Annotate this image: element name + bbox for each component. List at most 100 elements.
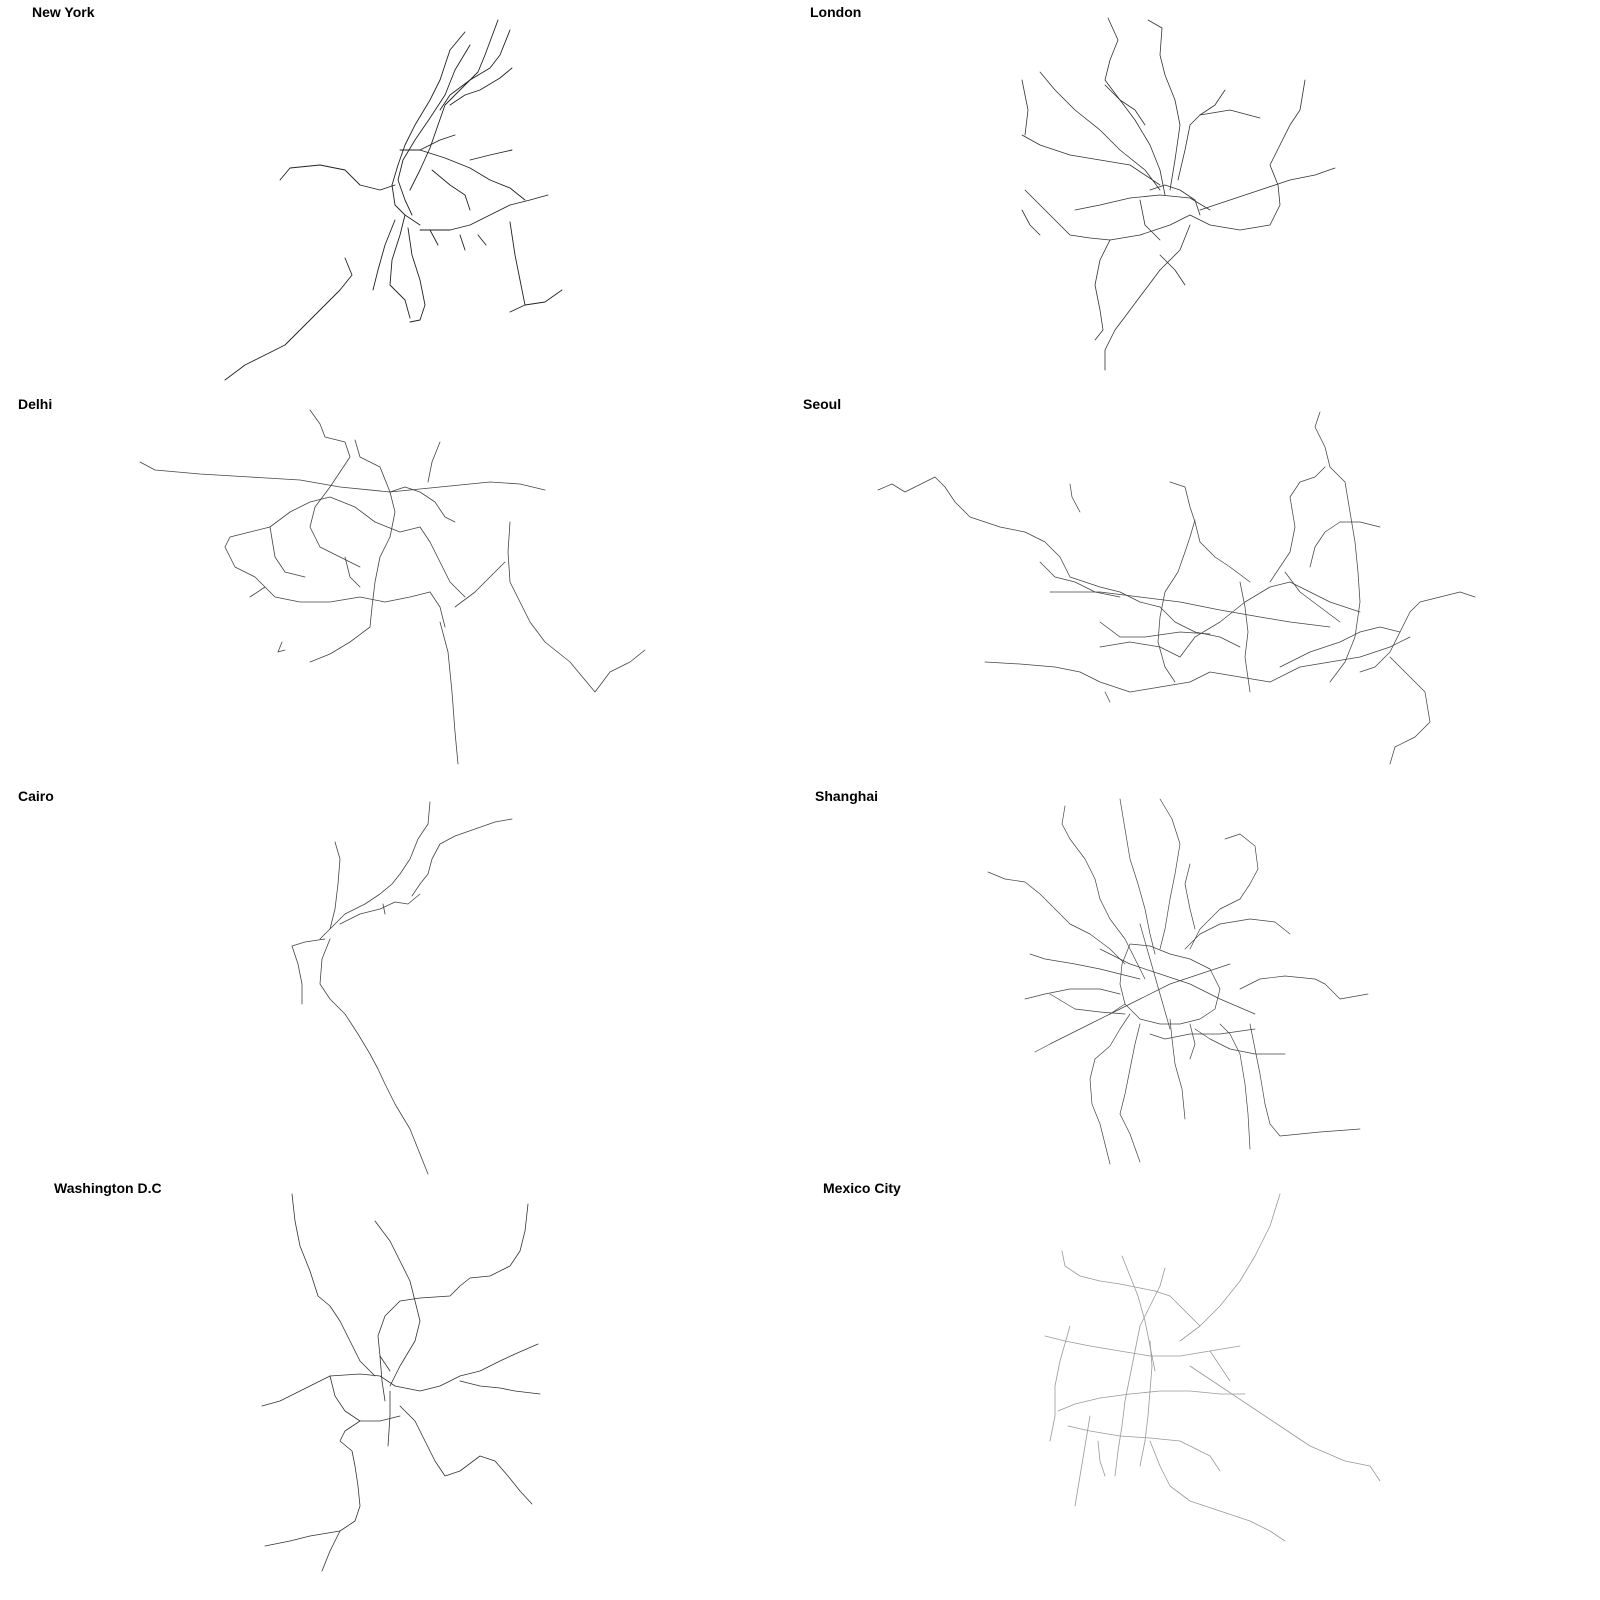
transit-line xyxy=(1169,481,1251,583)
transit-line xyxy=(397,44,471,216)
transit-line xyxy=(1057,1390,1246,1412)
transit-line xyxy=(1157,519,1196,683)
transit-line xyxy=(1067,1425,1221,1472)
transit-line xyxy=(1049,1325,1071,1442)
transit-line xyxy=(1024,189,1191,241)
transit-line xyxy=(1099,621,1211,638)
transit-line xyxy=(1034,1003,1126,1053)
transit-line xyxy=(1104,691,1111,703)
transit-line xyxy=(1094,239,1111,341)
transit-network-map xyxy=(877,411,1476,765)
transit-line xyxy=(1069,483,1081,513)
transit-line xyxy=(411,818,513,897)
transit-line xyxy=(1089,1013,1131,1165)
transit-line xyxy=(1099,948,1256,1015)
transit-line xyxy=(1189,833,1259,950)
transit-line xyxy=(372,219,396,291)
transit-line xyxy=(377,1203,529,1372)
transit-line xyxy=(1104,224,1191,371)
transit-line xyxy=(1184,863,1196,930)
transit-line xyxy=(319,801,431,940)
map-panel-mexico-city: Mexico City xyxy=(800,1176,1600,1576)
transit-line xyxy=(984,661,1271,693)
transit-line xyxy=(224,257,353,381)
transit-line xyxy=(1199,167,1336,211)
transit-line xyxy=(1439,591,1476,598)
transit-line xyxy=(509,221,563,306)
transit-line xyxy=(291,938,326,1005)
transit-line xyxy=(1189,79,1306,231)
transit-line xyxy=(1179,1193,1281,1342)
transit-line xyxy=(439,621,459,765)
transit-line xyxy=(987,871,1126,965)
transit-line xyxy=(1389,656,1431,765)
transit-line xyxy=(409,19,499,191)
transit-line xyxy=(279,164,396,191)
transit-line xyxy=(309,409,361,568)
transit-line xyxy=(1177,89,1226,181)
transit-line xyxy=(1249,1023,1361,1137)
transit-line xyxy=(319,938,429,1175)
transit-line xyxy=(1279,626,1401,668)
transit-line xyxy=(1147,19,1181,191)
transit-line xyxy=(1309,521,1381,568)
transit-line xyxy=(261,1373,396,1407)
transit-line xyxy=(1149,1028,1256,1040)
transit-network-map xyxy=(261,1193,541,1572)
transit-line xyxy=(1119,1023,1141,1163)
transit-line xyxy=(1159,798,1181,950)
transit-line xyxy=(249,586,431,603)
transit-line xyxy=(399,1405,533,1505)
transit-line xyxy=(419,134,456,151)
transit-line xyxy=(374,521,466,598)
map-panel-new-york: New York xyxy=(0,0,800,400)
transit-line xyxy=(454,561,506,608)
transit-line xyxy=(419,194,549,231)
transit-line xyxy=(1189,1023,1196,1060)
transit-line xyxy=(264,1420,361,1547)
transit-line xyxy=(1061,1250,1201,1327)
transit-line xyxy=(1189,1365,1381,1482)
transit-line xyxy=(321,1530,341,1572)
transit-line xyxy=(1021,134,1161,186)
transit-line xyxy=(431,169,471,211)
map-panel-washington-dc: Washington D.C xyxy=(0,1176,800,1576)
map-panel-seoul: Seoul xyxy=(800,392,1600,792)
transit-line xyxy=(291,1193,376,1377)
transit-line xyxy=(1184,918,1291,950)
transit-line xyxy=(339,893,421,925)
transit-line xyxy=(382,903,386,915)
transit-line xyxy=(469,149,513,161)
transit-line xyxy=(329,841,341,930)
transit-line xyxy=(374,1220,421,1387)
transit-network-map xyxy=(291,801,513,1175)
transit-line xyxy=(1021,209,1041,236)
transit-network-map xyxy=(224,19,563,381)
transit-line xyxy=(379,1355,386,1402)
transit-line xyxy=(224,496,376,548)
transit-line xyxy=(1199,109,1261,119)
map-title: Mexico City xyxy=(823,1180,901,1196)
transit-line xyxy=(507,521,646,693)
map-panel-london: London xyxy=(800,0,1600,400)
transit-network-map xyxy=(139,409,646,765)
transit-network-map xyxy=(987,798,1369,1165)
transit-line xyxy=(399,149,526,201)
transit-line xyxy=(1359,596,1441,673)
transit-line xyxy=(1061,805,1146,980)
transit-line xyxy=(1044,1335,1241,1357)
transit-line xyxy=(1074,1415,1091,1507)
transit-line xyxy=(1039,561,1121,598)
map-title: London xyxy=(810,4,862,20)
transit-line xyxy=(1139,923,1171,1030)
transit-line xyxy=(477,234,487,246)
transit-line xyxy=(1049,591,1331,628)
transit-line xyxy=(1104,84,1146,126)
transit-line xyxy=(269,526,306,578)
transit-line xyxy=(1119,798,1156,955)
transit-line xyxy=(1119,943,1221,1025)
transit-line xyxy=(407,227,426,323)
transit-line xyxy=(1239,975,1369,1000)
transit-line xyxy=(387,1390,391,1447)
transit-line xyxy=(1269,636,1411,683)
